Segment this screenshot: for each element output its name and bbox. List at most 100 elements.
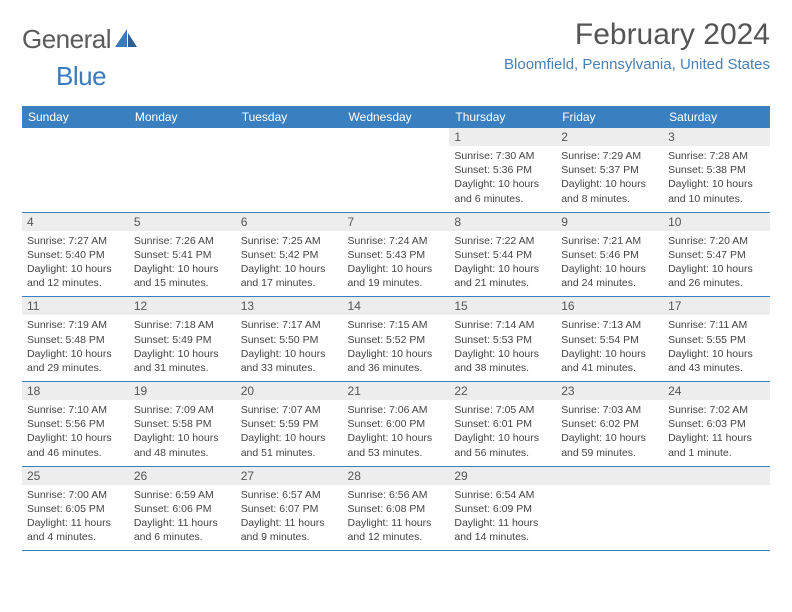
- day-cell: 6Sunrise: 7:25 AMSunset: 5:42 PMDaylight…: [236, 212, 343, 297]
- day-number: 13: [236, 297, 343, 315]
- day-detail: Sunrise: 7:09 AMSunset: 5:58 PMDaylight:…: [129, 400, 236, 466]
- day-number: 21: [343, 382, 450, 400]
- day-number: 8: [449, 213, 556, 231]
- logo-text-general: General: [22, 24, 111, 55]
- day-number: 1: [449, 128, 556, 146]
- day-number: 23: [556, 382, 663, 400]
- day-cell: 5Sunrise: 7:26 AMSunset: 5:41 PMDaylight…: [129, 212, 236, 297]
- day-cell: 4Sunrise: 7:27 AMSunset: 5:40 PMDaylight…: [22, 212, 129, 297]
- day-cell: 15Sunrise: 7:14 AMSunset: 5:53 PMDayligh…: [449, 297, 556, 382]
- empty-day-number: [22, 128, 129, 146]
- empty-day-number: [129, 128, 236, 146]
- day-cell: 25Sunrise: 7:00 AMSunset: 6:05 PMDayligh…: [22, 466, 129, 551]
- day-detail: Sunrise: 7:25 AMSunset: 5:42 PMDaylight:…: [236, 231, 343, 297]
- day-number: 20: [236, 382, 343, 400]
- empty-day-number: [343, 128, 450, 146]
- day-number: 2: [556, 128, 663, 146]
- day-header-tuesday: Tuesday: [236, 106, 343, 128]
- day-number: 3: [663, 128, 770, 146]
- day-cell: 11Sunrise: 7:19 AMSunset: 5:48 PMDayligh…: [22, 297, 129, 382]
- day-cell: 17Sunrise: 7:11 AMSunset: 5:55 PMDayligh…: [663, 297, 770, 382]
- day-cell: 16Sunrise: 7:13 AMSunset: 5:54 PMDayligh…: [556, 297, 663, 382]
- week-numbers: 18Sunrise: 7:10 AMSunset: 5:56 PMDayligh…: [22, 382, 770, 467]
- day-detail: [22, 146, 129, 204]
- day-header-sunday: Sunday: [22, 106, 129, 128]
- week-numbers: 4Sunrise: 7:27 AMSunset: 5:40 PMDaylight…: [22, 212, 770, 297]
- month-title: February 2024: [504, 18, 770, 52]
- day-cell: [556, 466, 663, 551]
- day-number: 5: [129, 213, 236, 231]
- day-detail: Sunrise: 6:59 AMSunset: 6:06 PMDaylight:…: [129, 485, 236, 551]
- day-detail: Sunrise: 7:03 AMSunset: 6:02 PMDaylight:…: [556, 400, 663, 466]
- day-cell: 18Sunrise: 7:10 AMSunset: 5:56 PMDayligh…: [22, 382, 129, 467]
- day-number: 4: [22, 213, 129, 231]
- day-detail: Sunrise: 7:17 AMSunset: 5:50 PMDaylight:…: [236, 315, 343, 381]
- day-cell: [22, 128, 129, 212]
- day-detail: Sunrise: 7:19 AMSunset: 5:48 PMDaylight:…: [22, 315, 129, 381]
- day-detail: [129, 146, 236, 204]
- day-number: 15: [449, 297, 556, 315]
- day-number: 26: [129, 467, 236, 485]
- day-number: 22: [449, 382, 556, 400]
- day-number: 9: [556, 213, 663, 231]
- day-cell: [663, 466, 770, 551]
- day-number: 25: [22, 467, 129, 485]
- day-number: 29: [449, 467, 556, 485]
- day-detail: Sunrise: 7:24 AMSunset: 5:43 PMDaylight:…: [343, 231, 450, 297]
- day-cell: 21Sunrise: 7:06 AMSunset: 6:00 PMDayligh…: [343, 382, 450, 467]
- day-detail: Sunrise: 7:15 AMSunset: 5:52 PMDaylight:…: [343, 315, 450, 381]
- day-number: 7: [343, 213, 450, 231]
- logo: General: [22, 18, 139, 55]
- day-cell: 8Sunrise: 7:22 AMSunset: 5:44 PMDaylight…: [449, 212, 556, 297]
- day-cell: 13Sunrise: 7:17 AMSunset: 5:50 PMDayligh…: [236, 297, 343, 382]
- day-number: 16: [556, 297, 663, 315]
- day-detail: Sunrise: 7:14 AMSunset: 5:53 PMDaylight:…: [449, 315, 556, 381]
- day-cell: 29Sunrise: 6:54 AMSunset: 6:09 PMDayligh…: [449, 466, 556, 551]
- day-cell: 2Sunrise: 7:29 AMSunset: 5:37 PMDaylight…: [556, 128, 663, 212]
- day-cell: 1Sunrise: 7:30 AMSunset: 5:36 PMDaylight…: [449, 128, 556, 212]
- day-detail: [343, 146, 450, 204]
- day-header-monday: Monday: [129, 106, 236, 128]
- day-cell: 19Sunrise: 7:09 AMSunset: 5:58 PMDayligh…: [129, 382, 236, 467]
- day-cell: 3Sunrise: 7:28 AMSunset: 5:38 PMDaylight…: [663, 128, 770, 212]
- day-detail: Sunrise: 6:56 AMSunset: 6:08 PMDaylight:…: [343, 485, 450, 551]
- empty-day-number: [556, 467, 663, 485]
- week-numbers: 11Sunrise: 7:19 AMSunset: 5:48 PMDayligh…: [22, 297, 770, 382]
- location-text: Bloomfield, Pennsylvania, United States: [504, 56, 770, 73]
- day-detail: Sunrise: 7:06 AMSunset: 6:00 PMDaylight:…: [343, 400, 450, 466]
- week-numbers: 1Sunrise: 7:30 AMSunset: 5:36 PMDaylight…: [22, 128, 770, 212]
- day-cell: 22Sunrise: 7:05 AMSunset: 6:01 PMDayligh…: [449, 382, 556, 467]
- logo-sail-icon: [113, 27, 139, 49]
- day-detail: Sunrise: 7:26 AMSunset: 5:41 PMDaylight:…: [129, 231, 236, 297]
- day-detail: Sunrise: 7:27 AMSunset: 5:40 PMDaylight:…: [22, 231, 129, 297]
- day-detail: Sunrise: 7:05 AMSunset: 6:01 PMDaylight:…: [449, 400, 556, 466]
- day-detail: Sunrise: 7:22 AMSunset: 5:44 PMDaylight:…: [449, 231, 556, 297]
- day-header-friday: Friday: [556, 106, 663, 128]
- day-detail: Sunrise: 7:30 AMSunset: 5:36 PMDaylight:…: [449, 146, 556, 212]
- logo-text-blue: Blue: [56, 61, 106, 92]
- day-number: 28: [343, 467, 450, 485]
- day-number: 24: [663, 382, 770, 400]
- day-number: 11: [22, 297, 129, 315]
- day-detail: Sunrise: 7:18 AMSunset: 5:49 PMDaylight:…: [129, 315, 236, 381]
- week-numbers: 25Sunrise: 7:00 AMSunset: 6:05 PMDayligh…: [22, 466, 770, 551]
- day-detail: [556, 485, 663, 543]
- calendar-table: SundayMondayTuesdayWednesdayThursdayFrid…: [22, 106, 770, 551]
- day-header-saturday: Saturday: [663, 106, 770, 128]
- day-cell: 20Sunrise: 7:07 AMSunset: 5:59 PMDayligh…: [236, 382, 343, 467]
- day-cell: 27Sunrise: 6:57 AMSunset: 6:07 PMDayligh…: [236, 466, 343, 551]
- day-detail: [236, 146, 343, 204]
- day-header-row: SundayMondayTuesdayWednesdayThursdayFrid…: [22, 106, 770, 128]
- day-cell: 12Sunrise: 7:18 AMSunset: 5:49 PMDayligh…: [129, 297, 236, 382]
- empty-day-number: [663, 467, 770, 485]
- day-detail: [663, 485, 770, 543]
- day-header-thursday: Thursday: [449, 106, 556, 128]
- day-cell: [343, 128, 450, 212]
- day-cell: 23Sunrise: 7:03 AMSunset: 6:02 PMDayligh…: [556, 382, 663, 467]
- day-detail: Sunrise: 7:29 AMSunset: 5:37 PMDaylight:…: [556, 146, 663, 212]
- day-number: 19: [129, 382, 236, 400]
- day-cell: 9Sunrise: 7:21 AMSunset: 5:46 PMDaylight…: [556, 212, 663, 297]
- day-detail: Sunrise: 7:00 AMSunset: 6:05 PMDaylight:…: [22, 485, 129, 551]
- day-number: 10: [663, 213, 770, 231]
- day-detail: Sunrise: 7:11 AMSunset: 5:55 PMDaylight:…: [663, 315, 770, 381]
